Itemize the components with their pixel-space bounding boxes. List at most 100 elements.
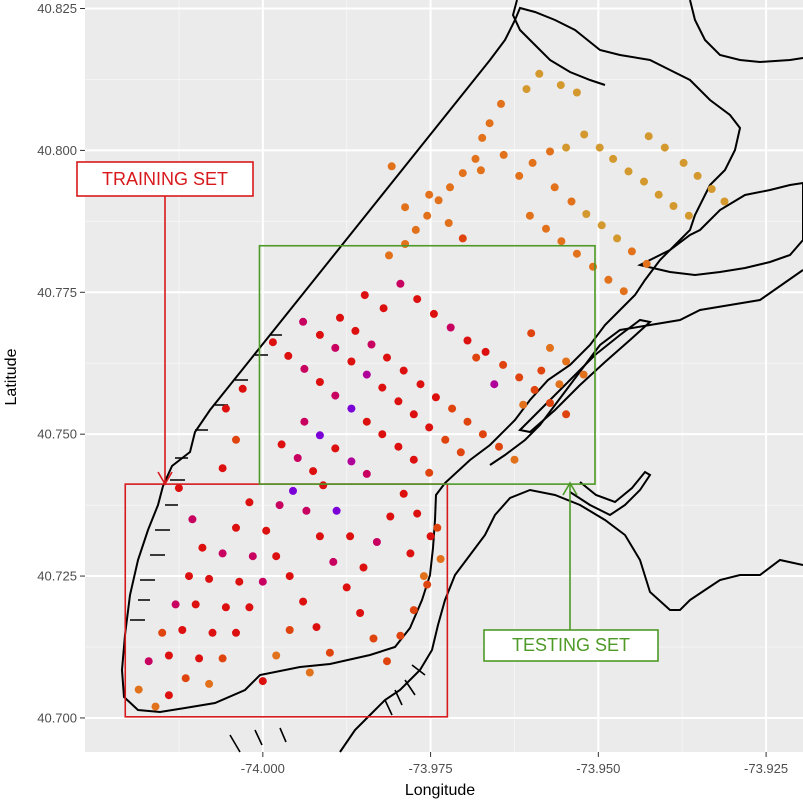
data-point xyxy=(446,323,455,332)
data-point xyxy=(258,577,267,586)
data-point xyxy=(660,143,669,152)
data-point xyxy=(411,225,420,234)
data-point xyxy=(331,444,340,453)
data-point xyxy=(221,404,230,413)
data-point xyxy=(458,169,467,178)
training-set-arrow-head xyxy=(157,471,173,486)
data-point xyxy=(456,448,465,457)
data-point xyxy=(472,353,481,362)
data-point xyxy=(235,577,244,586)
data-point xyxy=(218,549,227,558)
data-point xyxy=(258,677,267,686)
data-point xyxy=(401,240,410,248)
data-point xyxy=(580,130,589,139)
x-tick-label: -73.975 xyxy=(409,761,453,776)
data-point xyxy=(378,383,387,392)
data-point xyxy=(332,506,341,515)
data-point xyxy=(171,600,180,609)
data-point xyxy=(387,162,396,171)
data-point xyxy=(268,338,277,347)
data-point xyxy=(181,674,190,683)
data-point xyxy=(572,249,581,258)
data-point xyxy=(579,370,588,379)
data-point xyxy=(567,197,576,206)
data-point xyxy=(589,262,597,271)
data-point xyxy=(597,221,606,230)
data-point xyxy=(245,498,254,507)
data-point xyxy=(429,309,438,318)
data-point xyxy=(530,385,539,394)
data-point xyxy=(299,597,308,606)
data-point xyxy=(331,343,340,352)
data-point xyxy=(557,237,566,246)
data-point xyxy=(413,295,422,304)
data-point xyxy=(444,219,453,227)
data-point xyxy=(535,69,544,78)
data-point xyxy=(409,455,418,464)
panel-background xyxy=(85,0,803,752)
data-point xyxy=(401,203,410,212)
data-point xyxy=(300,364,309,373)
data-point xyxy=(336,313,344,322)
data-point xyxy=(423,211,432,220)
data-point xyxy=(478,133,487,142)
data-point xyxy=(359,563,368,572)
data-point xyxy=(262,526,271,535)
training-set-label-box xyxy=(76,161,254,197)
data-point xyxy=(720,197,729,206)
data-point xyxy=(285,626,294,634)
data-point xyxy=(300,417,309,426)
data-point xyxy=(134,685,143,694)
data-point xyxy=(151,702,160,711)
data-point xyxy=(158,628,167,637)
y-axis-title: Latitude xyxy=(3,348,20,405)
data-point xyxy=(572,88,581,97)
data-point xyxy=(315,431,324,440)
data-point xyxy=(409,606,418,615)
newtown-creek xyxy=(569,470,652,517)
data-point xyxy=(425,468,434,477)
data-point xyxy=(555,380,564,389)
data-point xyxy=(351,326,360,335)
data-points xyxy=(134,69,729,711)
data-point xyxy=(654,190,663,199)
data-point xyxy=(221,603,230,612)
data-point xyxy=(546,343,554,352)
data-point xyxy=(362,469,371,478)
data-point xyxy=(423,580,432,589)
data-point xyxy=(426,532,435,541)
data-point xyxy=(525,211,534,220)
data-point xyxy=(289,486,297,495)
data-point xyxy=(624,167,633,176)
data-point xyxy=(406,549,415,558)
data-point xyxy=(441,435,450,444)
data-point xyxy=(232,435,240,444)
data-point xyxy=(510,455,519,464)
data-point xyxy=(476,166,485,175)
data-point xyxy=(582,210,591,218)
data-point xyxy=(478,430,487,439)
data-point xyxy=(347,404,356,413)
data-point xyxy=(178,626,187,634)
data-point xyxy=(471,154,480,163)
data-point xyxy=(198,543,207,552)
data-point xyxy=(609,154,618,163)
data-point xyxy=(245,603,254,612)
data-point xyxy=(669,202,678,210)
y-tick-label: 40.800 xyxy=(37,143,77,158)
testing-set-arrow-head xyxy=(562,481,578,496)
x-axis-title: Longitude xyxy=(405,782,475,799)
data-point xyxy=(293,454,302,462)
data-point xyxy=(595,143,604,152)
data-point xyxy=(537,366,546,375)
data-point xyxy=(346,532,355,541)
data-point xyxy=(191,600,200,609)
data-point xyxy=(707,185,716,193)
data-point xyxy=(205,679,214,688)
data-point xyxy=(499,150,508,159)
grid-major xyxy=(85,0,803,752)
data-point xyxy=(238,384,247,393)
data-point xyxy=(309,467,318,476)
data-point xyxy=(627,247,636,256)
data-point xyxy=(315,330,324,339)
